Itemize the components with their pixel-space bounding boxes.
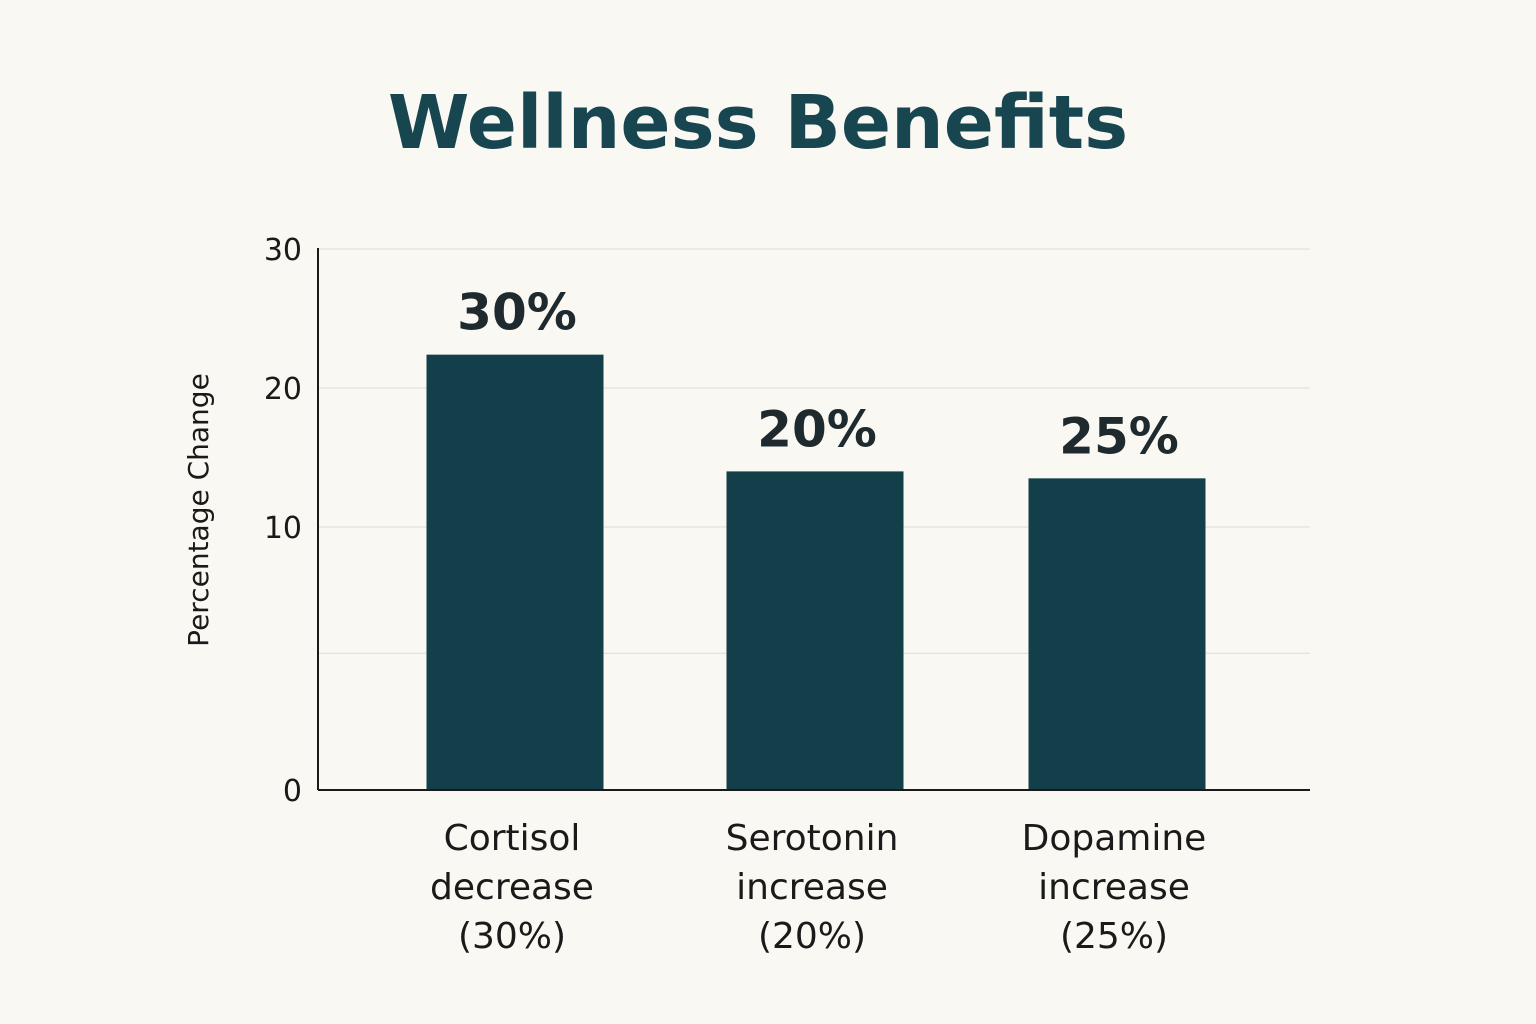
x-tick-label: (25%) — [1060, 916, 1168, 957]
chart-title: Wellness Benefits — [387, 80, 1129, 166]
data-label: 25% — [1059, 407, 1179, 465]
x-tick-label: Cortisol — [444, 818, 581, 859]
y-axis-label: Percentage Change — [182, 373, 215, 647]
bar-3 — [1028, 478, 1206, 790]
bar-2 — [726, 471, 904, 790]
data-label: 20% — [757, 400, 877, 458]
bar-1 — [426, 354, 604, 790]
x-tick-label: Serotonin — [726, 818, 899, 859]
x-tick-label: increase — [1038, 867, 1190, 908]
data-label: 30% — [457, 284, 577, 342]
x-tick-label: increase — [736, 867, 888, 908]
y-tick-label: 20 — [264, 372, 302, 407]
x-tick-label: Dopamine — [1022, 818, 1207, 859]
x-tick-label: (20%) — [758, 916, 866, 957]
x-tick-label: decrease — [430, 867, 594, 908]
x-tick-label: (30%) — [458, 916, 566, 957]
y-tick-label: 0 — [283, 774, 302, 809]
y-tick-label: 30 — [264, 233, 302, 268]
y-tick-label: 10 — [264, 511, 302, 546]
